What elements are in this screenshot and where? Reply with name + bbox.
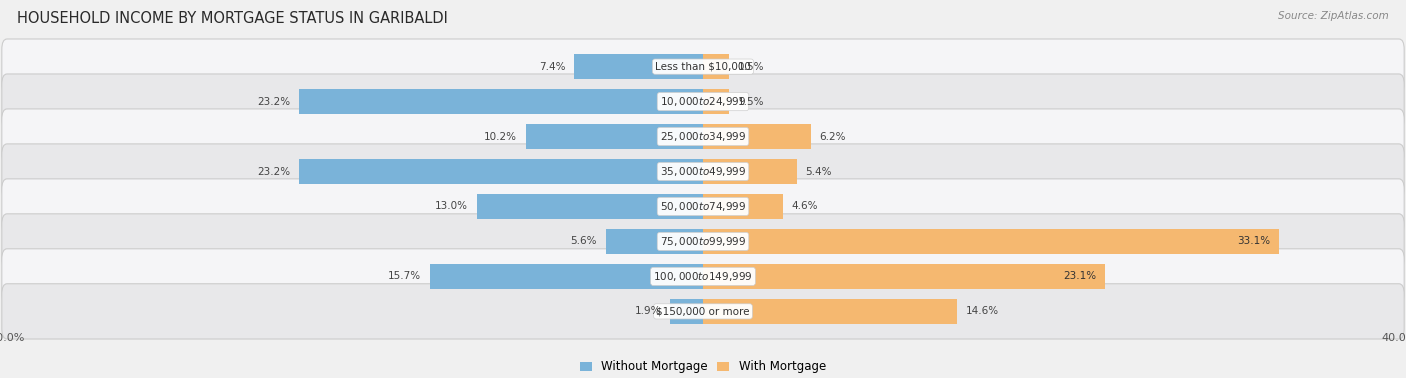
FancyBboxPatch shape [1,249,1405,304]
Bar [703,299,957,324]
FancyBboxPatch shape [1,284,1405,339]
Text: 10.2%: 10.2% [484,132,517,141]
Bar [703,194,783,219]
Bar [606,229,703,254]
Bar [703,229,1279,254]
Text: 6.2%: 6.2% [820,132,846,141]
Text: $50,000 to $74,999: $50,000 to $74,999 [659,200,747,213]
Text: 1.5%: 1.5% [738,97,765,107]
Bar [703,159,797,184]
Text: $150,000 or more: $150,000 or more [657,307,749,316]
Bar [299,159,703,184]
Bar [430,264,703,289]
Text: Source: ZipAtlas.com: Source: ZipAtlas.com [1278,11,1389,21]
FancyBboxPatch shape [1,109,1405,164]
Text: 33.1%: 33.1% [1237,237,1270,246]
Text: $75,000 to $99,999: $75,000 to $99,999 [659,235,747,248]
Bar [703,124,811,149]
FancyBboxPatch shape [1,214,1405,269]
Text: 23.2%: 23.2% [257,167,291,177]
FancyBboxPatch shape [1,74,1405,129]
Bar [703,264,1105,289]
Bar [526,124,703,149]
FancyBboxPatch shape [1,179,1405,234]
Bar [477,194,703,219]
Bar [299,89,703,114]
FancyBboxPatch shape [1,39,1405,94]
Text: 1.5%: 1.5% [738,62,765,71]
Text: $25,000 to $34,999: $25,000 to $34,999 [659,130,747,143]
Text: 7.4%: 7.4% [538,62,565,71]
Text: 14.6%: 14.6% [966,307,998,316]
Bar [669,299,703,324]
Text: 23.2%: 23.2% [257,97,291,107]
Text: HOUSEHOLD INCOME BY MORTGAGE STATUS IN GARIBALDI: HOUSEHOLD INCOME BY MORTGAGE STATUS IN G… [17,11,447,26]
Text: $100,000 to $149,999: $100,000 to $149,999 [654,270,752,283]
Text: $35,000 to $49,999: $35,000 to $49,999 [659,165,747,178]
FancyBboxPatch shape [1,144,1405,199]
Text: Less than $10,000: Less than $10,000 [655,62,751,71]
Bar [703,54,730,79]
Text: 23.1%: 23.1% [1063,271,1097,281]
Legend: Without Mortgage, With Mortgage: Without Mortgage, With Mortgage [581,360,825,373]
Bar [703,89,730,114]
Text: 5.4%: 5.4% [806,167,832,177]
Text: $10,000 to $24,999: $10,000 to $24,999 [659,95,747,108]
Text: 5.6%: 5.6% [571,237,598,246]
Text: 1.9%: 1.9% [634,307,661,316]
Bar [574,54,703,79]
Text: 15.7%: 15.7% [388,271,422,281]
Text: 13.0%: 13.0% [434,201,468,211]
Text: 4.6%: 4.6% [792,201,818,211]
